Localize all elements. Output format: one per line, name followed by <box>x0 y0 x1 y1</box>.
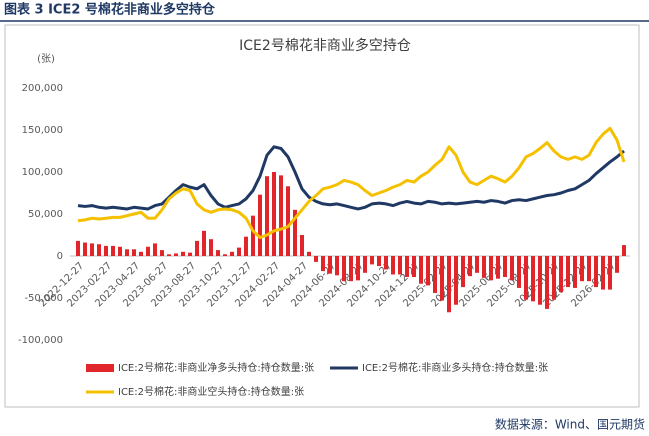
legend-label: ICE:2号棉花:非商业净多头持仓:持仓数量:张 <box>118 361 314 374</box>
bar <box>503 256 507 277</box>
bar <box>517 256 521 288</box>
bar <box>545 256 549 309</box>
bar <box>587 256 591 282</box>
bar <box>433 256 437 293</box>
bar <box>279 175 283 256</box>
bar <box>188 252 192 256</box>
bar <box>398 256 402 275</box>
bar <box>153 243 157 256</box>
bar <box>573 256 577 288</box>
bar <box>209 239 213 256</box>
bar <box>440 256 444 301</box>
bar <box>293 209 297 256</box>
bar <box>251 215 255 256</box>
bar <box>125 249 129 256</box>
y-tick-label: -100,000 <box>18 335 63 346</box>
bar <box>321 256 325 272</box>
bar <box>195 240 199 256</box>
legend-label: ICE:2号棉花:非商业多头持仓:持仓数量:张 <box>362 361 548 374</box>
y-tick-label: -50,000 <box>24 293 63 304</box>
bar <box>461 256 465 288</box>
bar <box>104 245 108 256</box>
source: 数据来源：Wind、国元期货 <box>495 417 645 432</box>
bar <box>391 256 395 275</box>
bar <box>223 254 227 256</box>
bar <box>384 256 388 270</box>
bar <box>552 256 556 300</box>
bar <box>496 256 500 279</box>
bar <box>328 256 332 274</box>
chart-title: ICE2号棉花非商业多空持仓 <box>239 37 411 54</box>
y-unit: (张) <box>37 53 55 65</box>
bar <box>97 244 101 256</box>
bar <box>489 256 493 281</box>
y-tick-label: 0 <box>57 251 63 262</box>
y-tick-label: 200,000 <box>22 83 63 94</box>
bar <box>608 256 612 290</box>
bar <box>594 256 598 288</box>
bar <box>349 256 353 282</box>
legend-label: ICE:2号棉花:非商业空头持仓:持仓数量:张 <box>118 385 304 398</box>
bar <box>230 251 234 256</box>
bar <box>419 256 423 284</box>
bar <box>237 247 241 256</box>
bar <box>139 251 143 256</box>
bar <box>286 186 290 256</box>
bar <box>83 242 87 256</box>
bar <box>370 256 374 265</box>
bar <box>342 256 346 282</box>
bar <box>363 256 367 273</box>
bar <box>167 254 171 256</box>
bar <box>356 256 360 281</box>
chart-frame <box>4 24 640 408</box>
bar <box>272 172 276 256</box>
bar <box>111 245 115 256</box>
bar <box>454 256 458 305</box>
y-tick-label: 150,000 <box>22 125 63 136</box>
bar <box>160 250 164 256</box>
line <box>77 126 626 240</box>
bar <box>132 249 136 256</box>
bar <box>300 235 304 256</box>
bar <box>510 256 514 281</box>
bar <box>601 256 605 290</box>
bar <box>76 240 80 256</box>
header-title: 图表 3 ICE2 号棉花非商业多空持仓 <box>4 2 216 18</box>
legend-swatch <box>86 364 114 372</box>
bar <box>377 256 381 267</box>
bar <box>559 256 563 293</box>
bar <box>202 230 206 256</box>
bar <box>314 256 318 262</box>
bar <box>468 256 472 277</box>
y-tick-label: 50,000 <box>28 209 63 220</box>
bar <box>216 250 220 256</box>
bar <box>615 256 619 273</box>
bar <box>405 256 409 277</box>
bar <box>524 256 528 300</box>
line <box>77 145 625 211</box>
bar <box>118 246 122 256</box>
bar <box>412 256 416 277</box>
bar <box>566 256 570 288</box>
bar <box>265 176 269 256</box>
bar <box>447 256 451 313</box>
bar <box>426 256 430 286</box>
bar <box>622 245 626 256</box>
bar <box>580 256 584 282</box>
bar <box>307 251 311 256</box>
bar <box>531 256 535 302</box>
bar <box>174 253 178 256</box>
bar <box>482 256 486 278</box>
bar <box>181 251 185 256</box>
bar <box>258 194 262 256</box>
bar <box>335 256 339 276</box>
bar <box>90 243 94 256</box>
y-tick-label: 100,000 <box>22 167 63 178</box>
bar <box>244 236 248 256</box>
bar <box>146 246 150 256</box>
bar <box>475 256 479 273</box>
bar <box>538 256 542 305</box>
